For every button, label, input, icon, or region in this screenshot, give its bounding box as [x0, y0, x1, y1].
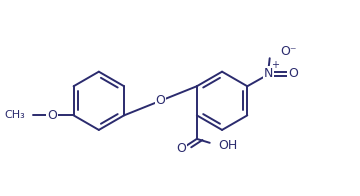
Text: OH: OH — [218, 139, 237, 152]
Text: N: N — [264, 67, 273, 80]
Text: O: O — [176, 142, 186, 155]
Text: CH₃: CH₃ — [5, 110, 26, 120]
Text: +: + — [271, 60, 279, 70]
Text: O: O — [156, 94, 165, 107]
Text: O⁻: O⁻ — [280, 45, 296, 58]
Text: O: O — [288, 67, 298, 80]
Text: O: O — [48, 109, 57, 122]
